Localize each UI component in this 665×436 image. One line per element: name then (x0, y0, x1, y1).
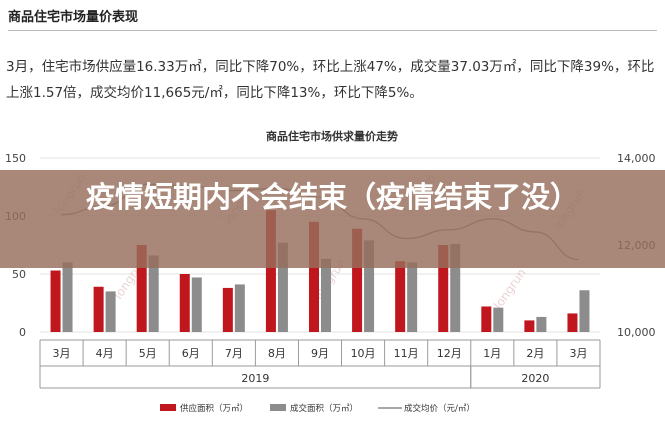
deal-bar (579, 290, 590, 332)
x-category-label: 10月 (351, 347, 376, 360)
supply-bar (50, 270, 61, 332)
x-category-label: 2月 (526, 347, 544, 360)
y-right-tick-label: 10,000 (617, 326, 656, 339)
y-left-tick-label: 150 (5, 152, 26, 165)
deal-bar (277, 242, 288, 332)
legend-label-deal: 成交面积（万㎡） (290, 403, 358, 414)
year-group-label: 2020 (521, 372, 549, 385)
market-description: 3月，住宅市场供应量16.33万㎡，同比下降70%，环比上涨47%，成交量37.… (6, 59, 655, 101)
deal-bar (536, 316, 547, 332)
supply-bar (438, 245, 449, 332)
deal-bar (321, 258, 331, 332)
supply-bar (524, 320, 535, 332)
legend-label-supply: 供应面积（万㎡） (180, 403, 248, 414)
x-category-label: 12月 (437, 347, 462, 360)
x-category-label: 5月 (139, 347, 157, 360)
section-title: 商品住宅市场量价表现 (8, 10, 139, 25)
supply-bar (265, 210, 276, 332)
y-right-tick-label: 14,000 (617, 152, 656, 165)
supply-bar (567, 313, 578, 332)
supply-bar (222, 287, 233, 332)
deal-bar (105, 291, 116, 332)
legend-swatch-supply (160, 404, 176, 411)
supply-bar (93, 286, 104, 332)
deal-bar (364, 240, 375, 332)
deal-bar (62, 262, 73, 332)
supply-bar (309, 221, 319, 332)
legend-swatch-deal (270, 404, 286, 411)
supply-bar (179, 274, 190, 332)
x-category-label: 4月 (96, 347, 114, 360)
headline-text: 疫情短期内不会结束（疫情结束了没） (85, 180, 579, 214)
x-category-label: 9月 (311, 347, 329, 360)
legend-label-price: 成交均价（元/㎡） (404, 403, 475, 414)
x-category-label: 6月 (182, 347, 200, 360)
x-category-label: 3月 (569, 347, 587, 360)
x-category-label: 3月 (53, 347, 71, 360)
supply-bar (481, 306, 492, 332)
headline-banner (0, 170, 665, 268)
chart-title: 商品住宅市场供求量价走势 (266, 129, 398, 143)
deal-bar (148, 255, 159, 332)
y-left-tick-label: 50 (12, 268, 26, 281)
y-left-tick-label: 0 (19, 326, 26, 339)
deal-bar (191, 277, 202, 332)
watermark-text: longrun (491, 266, 529, 312)
deal-bar (493, 307, 504, 332)
supply-bar (352, 228, 363, 332)
x-category-label: 11月 (394, 347, 419, 360)
supply-bar (136, 245, 147, 332)
year-group-label: 2019 (241, 372, 269, 385)
title-divider (8, 30, 657, 31)
supply-bar (395, 261, 406, 332)
x-category-label: 1月 (483, 347, 501, 360)
x-category-label: 8月 (268, 347, 286, 360)
x-category-label: 7月 (225, 347, 243, 360)
deal-bar (234, 284, 245, 332)
deal-bar (407, 262, 418, 332)
deal-bar (450, 243, 461, 332)
